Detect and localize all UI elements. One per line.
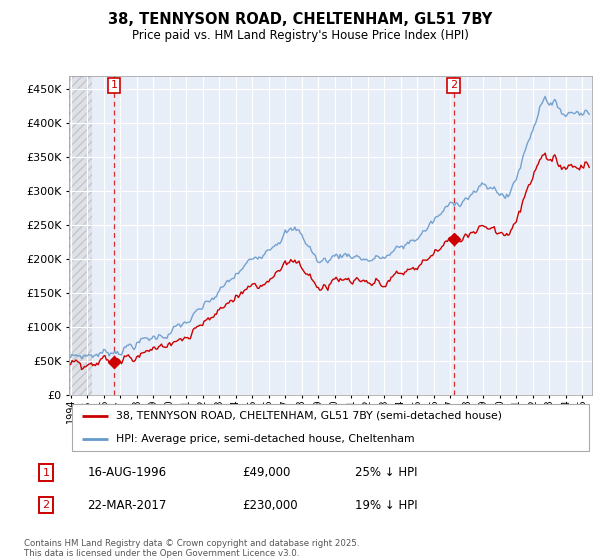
Text: 1: 1 xyxy=(110,81,118,90)
Text: 1: 1 xyxy=(43,468,50,478)
Text: Contains HM Land Registry data © Crown copyright and database right 2025.
This d: Contains HM Land Registry data © Crown c… xyxy=(24,539,359,558)
Text: 38, TENNYSON ROAD, CHELTENHAM, GL51 7BY (semi-detached house): 38, TENNYSON ROAD, CHELTENHAM, GL51 7BY … xyxy=(116,411,502,421)
Text: 2: 2 xyxy=(43,500,50,510)
Text: 38, TENNYSON ROAD, CHELTENHAM, GL51 7BY: 38, TENNYSON ROAD, CHELTENHAM, GL51 7BY xyxy=(108,12,492,27)
Text: 19% ↓ HPI: 19% ↓ HPI xyxy=(355,499,418,512)
Text: HPI: Average price, semi-detached house, Cheltenham: HPI: Average price, semi-detached house,… xyxy=(116,433,415,444)
Text: 16-AUG-1996: 16-AUG-1996 xyxy=(88,466,167,479)
Text: Price paid vs. HM Land Registry's House Price Index (HPI): Price paid vs. HM Land Registry's House … xyxy=(131,29,469,42)
Text: 22-MAR-2017: 22-MAR-2017 xyxy=(88,499,167,512)
Text: £230,000: £230,000 xyxy=(242,499,298,512)
Text: 25% ↓ HPI: 25% ↓ HPI xyxy=(355,466,418,479)
Text: £49,000: £49,000 xyxy=(242,466,290,479)
FancyBboxPatch shape xyxy=(71,404,589,451)
Text: 2: 2 xyxy=(450,81,457,90)
